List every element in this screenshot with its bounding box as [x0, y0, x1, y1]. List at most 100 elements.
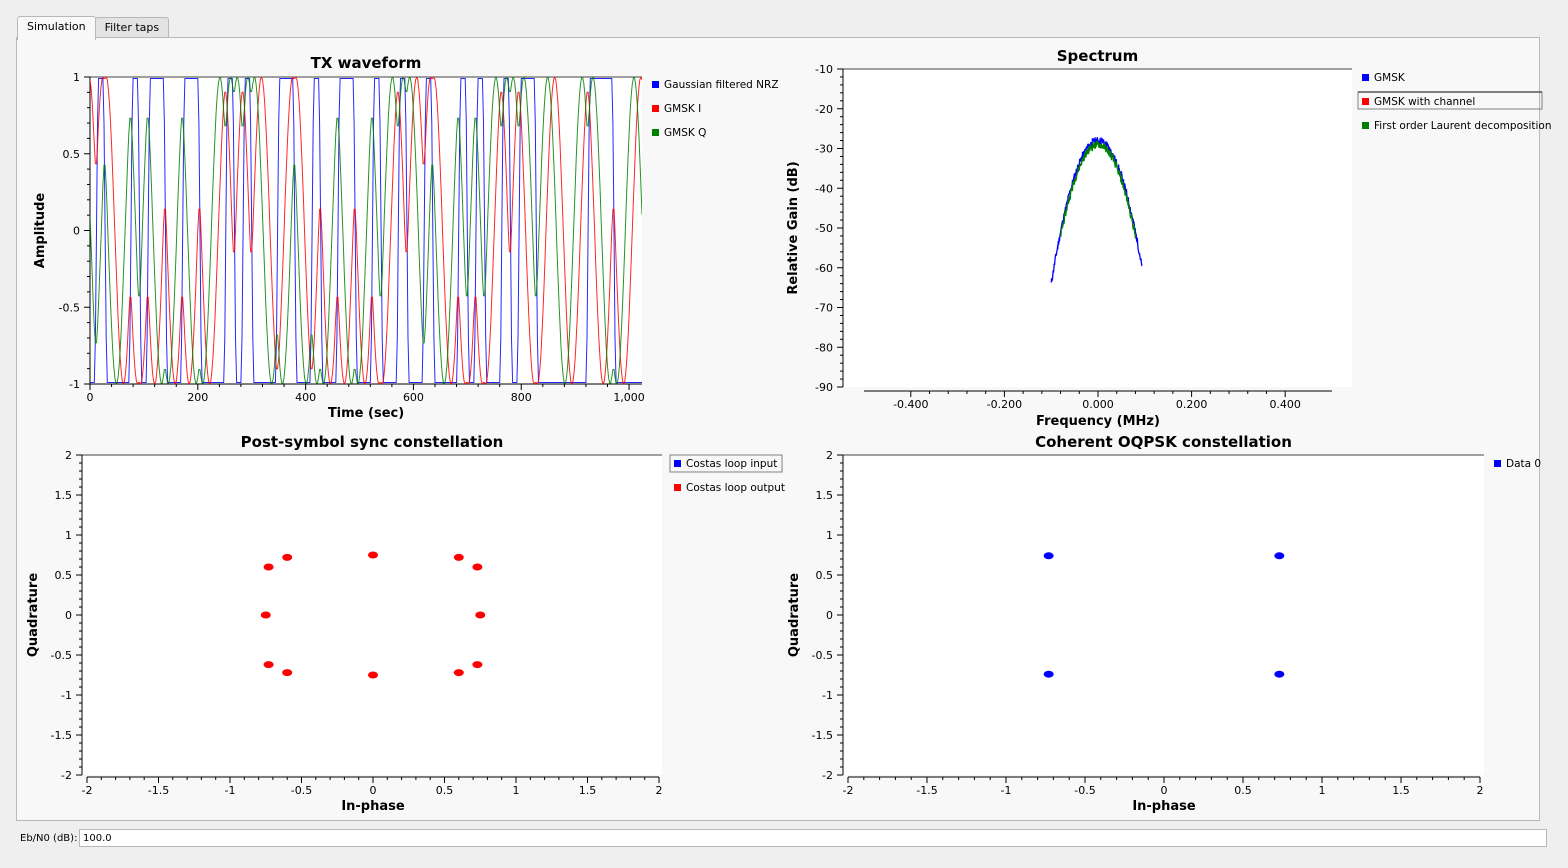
spectrum-xlabel: Frequency (MHz) — [1036, 414, 1160, 429]
legend-swatch — [674, 484, 681, 491]
post-symbol-constellation-point — [263, 563, 274, 571]
spectrum-x-tick-label: -0.200 — [987, 398, 1022, 411]
tx-waveform-x-tick-label: 600 — [403, 391, 424, 404]
post-symbol-constellation-x-tick-label: 1 — [513, 784, 520, 797]
legend-swatch — [674, 460, 681, 467]
tx-waveform-ylabel: Amplitude — [33, 193, 48, 269]
oqpsk-constellation-y-tick-label: 2 — [826, 449, 833, 462]
tx-waveform-x-tick-label: 0 — [87, 391, 94, 404]
post-symbol-constellation-ylabel: Quadrature — [26, 573, 41, 657]
spectrum-y-tick-label: -50 — [815, 222, 833, 235]
oqpsk-constellation-x-tick-label: 0.5 — [1234, 784, 1252, 797]
oqpsk-constellation-x-tick-label: 1 — [1319, 784, 1326, 797]
legend-label-costas-loop-input: Costas loop input — [686, 458, 777, 470]
oqpsk-constellation-point — [1043, 552, 1054, 560]
tx-waveform-series-line — [90, 77, 642, 384]
oqpsk-constellation-y-tick-label: -0.5 — [812, 649, 833, 662]
ebn0-bar: Eb/N0 (dB): — [0, 826, 1568, 852]
post-symbol-constellation-x-tick-label: 2 — [656, 784, 663, 797]
oqpsk-constellation-y-tick-label: -1 — [822, 689, 833, 702]
post-symbol-constellation-y-tick-label: 1 — [65, 529, 72, 542]
post-symbol-constellation-x-tick-label: 1.5 — [579, 784, 597, 797]
spectrum-canvas — [843, 69, 1352, 387]
oqpsk-constellation-y-tick-label: 0.5 — [816, 569, 834, 582]
legend-label-costas-loop-output: Costas loop output — [686, 482, 785, 494]
tx-waveform-y-tick-label: 0 — [73, 225, 80, 238]
tx-waveform-x-tick-label: 400 — [295, 391, 316, 404]
legend-swatch — [1362, 98, 1369, 105]
post-symbol-constellation-point — [472, 563, 483, 571]
tx-waveform-data — [90, 77, 642, 384]
post-symbol-constellation-y-tick-label: 1.5 — [55, 489, 73, 502]
oqpsk-constellation-point — [1274, 670, 1285, 678]
post-symbol-constellation-x-tick-label: -0.5 — [291, 784, 312, 797]
spectrum-y-tick-label: -80 — [815, 341, 833, 354]
post-symbol-constellation-x-tick-label: 0.5 — [436, 784, 454, 797]
post-symbol-constellation-point — [472, 661, 483, 669]
oqpsk-constellation-y-tick-label: 0 — [826, 609, 833, 622]
tab-bar: Simulation Filter taps — [17, 16, 170, 40]
spectrum-x-tick-label: 0.000 — [1082, 398, 1114, 411]
tx-waveform-x-tick-label: 1,000 — [613, 391, 645, 404]
post-symbol-constellation-point — [453, 669, 464, 677]
oqpsk-constellation-y-tick-label: 1 — [826, 529, 833, 542]
post-symbol-constellation-point — [282, 669, 293, 677]
spectrum-title: Spectrum — [1057, 47, 1138, 65]
post-symbol-constellation-y-tick-label: 0.5 — [55, 569, 73, 582]
spectrum-x-tick-label: -0.400 — [893, 398, 928, 411]
post-symbol-constellation-xlabel: In-phase — [341, 799, 405, 814]
post-symbol-constellation-y-tick-label: -2 — [61, 769, 72, 782]
post-symbol-constellation-y-tick-label: -1 — [61, 689, 72, 702]
spectrum-y-tick-label: -70 — [815, 302, 833, 315]
oqpsk-constellation-x-tick-label: 2 — [1477, 784, 1484, 797]
legend-label-first-order-laurent-decomposition: First order Laurent decomposition — [1374, 120, 1552, 132]
ebn0-input[interactable] — [79, 829, 1547, 847]
post-symbol-constellation-x-tick-label: -1 — [225, 784, 236, 797]
oqpsk-constellation-y-tick-label: 1.5 — [816, 489, 834, 502]
legend-label-gmsk-i: GMSK I — [664, 103, 701, 115]
oqpsk-constellation-ylabel: Quadrature — [787, 573, 802, 657]
oqpsk-constellation-y-tick-label: -2 — [822, 769, 833, 782]
spectrum-series-line — [1059, 140, 1137, 239]
legend-swatch — [652, 129, 659, 136]
legend-swatch — [1362, 122, 1369, 129]
spectrum-x-tick-label: 0.400 — [1269, 398, 1301, 411]
tx-waveform-y-tick-label: 1 — [73, 71, 80, 84]
oqpsk-constellation-x-tick-label: 0 — [1161, 784, 1168, 797]
oqpsk-constellation-chart: Coherent OQPSK constellation In-phase Quad… — [787, 433, 1541, 814]
legend-swatch — [652, 81, 659, 88]
oqpsk-constellation-xlabel: In-phase — [1132, 799, 1196, 814]
tx-waveform-xlabel: Time (sec) — [328, 406, 404, 421]
legend-highlight-box — [669, 454, 783, 473]
legend-label-gaussian-filtered-nrz: Gaussian filtered NRZ — [664, 79, 779, 91]
legend-label-gmsk: GMSK — [1374, 72, 1406, 84]
tab-simulation[interactable]: Simulation — [17, 16, 96, 40]
post-symbol-constellation-y-tick-label: 2 — [65, 449, 72, 462]
tx-waveform-title: TX waveform — [311, 54, 422, 72]
post-symbol-constellation-chart: Post-symbol sync constellation In-phase Qu… — [26, 433, 785, 814]
oqpsk-constellation-point — [1274, 552, 1285, 560]
post-symbol-constellation-y-tick-label: -0.5 — [51, 649, 72, 662]
post-symbol-constellation-title: Post-symbol sync constellation — [241, 433, 504, 451]
spectrum-y-tick-label: -30 — [815, 143, 833, 156]
tx-waveform-x-tick-label: 200 — [187, 391, 208, 404]
spectrum-y-tick-label: -90 — [815, 381, 833, 394]
oqpsk-constellation-x-tick-label: -2 — [843, 784, 854, 797]
oqpsk-constellation-x-tick-label: -0.5 — [1074, 784, 1095, 797]
oqpsk-constellation-x-tick-label: 1.5 — [1392, 784, 1410, 797]
ebn0-label: Eb/N0 (dB): — [20, 833, 78, 844]
post-symbol-constellation-x-tick-label: 0 — [370, 784, 377, 797]
post-symbol-constellation-canvas — [82, 455, 662, 775]
oqpsk-constellation-point — [1043, 670, 1054, 678]
oqpsk-constellation-data — [1043, 552, 1285, 678]
legend-label-gmsk-q: GMSK Q — [664, 127, 706, 139]
post-symbol-constellation-point — [368, 551, 378, 559]
tab-filter-taps[interactable]: Filter taps — [94, 17, 170, 39]
spectrum-x-tick-label: 0.200 — [1176, 398, 1208, 411]
post-symbol-constellation-x-tick-label: -2 — [82, 784, 93, 797]
post-symbol-constellation-y-tick-label: -1.5 — [51, 729, 72, 742]
legend-swatch — [652, 105, 659, 112]
oqpsk-constellation-title: Coherent OQPSK constellation — [1035, 433, 1292, 451]
post-symbol-constellation-data — [260, 551, 486, 679]
